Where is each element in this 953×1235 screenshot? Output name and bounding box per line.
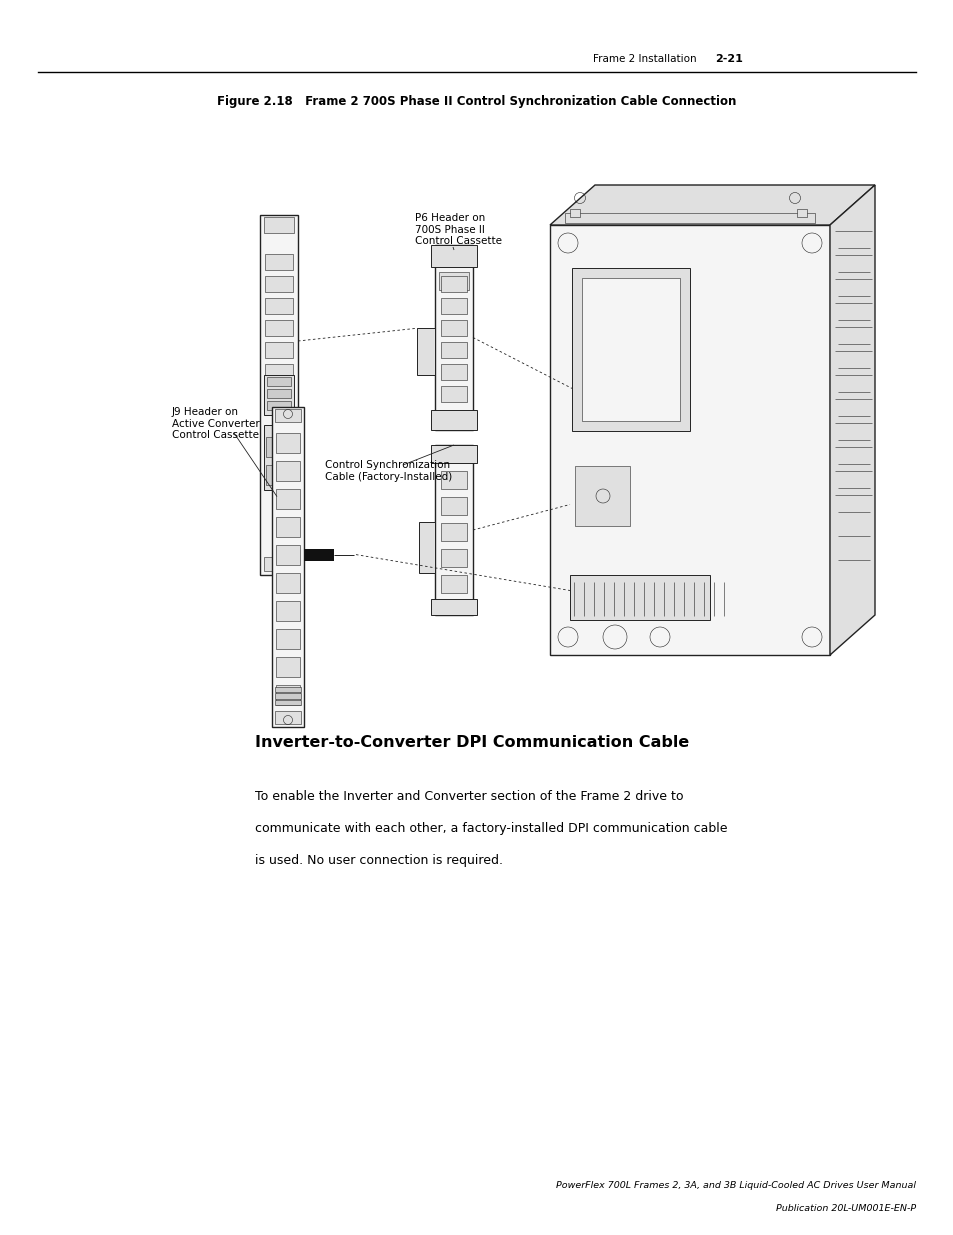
Bar (265, 254, 293, 270)
Text: P6 Header on
700S Phase II
Control Cassette: P6 Header on 700S Phase II Control Casse… (415, 212, 501, 246)
Polygon shape (550, 185, 874, 225)
Bar (550, 225, 829, 655)
Bar (569, 209, 579, 217)
Bar (581, 278, 679, 421)
Bar (440, 342, 467, 358)
Text: 2-21: 2-21 (715, 54, 742, 64)
Bar (272, 408, 304, 727)
Bar (267, 401, 291, 410)
Bar (275, 629, 299, 650)
Bar (440, 275, 467, 291)
Bar (564, 212, 814, 224)
Bar (264, 375, 294, 415)
Text: Publication 20L-UM001E-EN-P: Publication 20L-UM001E-EN-P (775, 1204, 915, 1213)
Bar (569, 576, 709, 620)
Text: J9 Header on
Active Converter
Control Cassette: J9 Header on Active Converter Control Ca… (172, 408, 259, 440)
Text: is used. No user connection is required.: is used. No user connection is required. (254, 853, 502, 867)
Bar (275, 685, 299, 705)
Text: Inverter-to-Converter DPI Communication Cable: Inverter-to-Converter DPI Communication … (254, 735, 688, 750)
Bar (264, 557, 294, 571)
Bar (796, 209, 806, 217)
Polygon shape (829, 185, 874, 655)
Bar (431, 599, 476, 615)
Bar (265, 298, 293, 314)
Bar (440, 550, 467, 567)
Bar (431, 445, 476, 463)
Bar (264, 217, 294, 233)
Bar (274, 700, 301, 705)
Bar (418, 521, 435, 573)
Bar (274, 687, 301, 692)
Bar (440, 387, 467, 403)
Text: communicate with each other, a factory-installed DPI communication cable: communicate with each other, a factory-i… (254, 823, 727, 835)
Bar (275, 573, 299, 593)
Bar (275, 461, 299, 480)
Bar (431, 245, 476, 267)
Text: To enable the Inverter and Converter section of the Frame 2 drive to: To enable the Inverter and Converter sec… (254, 790, 682, 803)
Bar (440, 298, 467, 314)
Text: Frame 2 Installation: Frame 2 Installation (592, 54, 696, 64)
Bar (267, 377, 291, 387)
Bar (275, 545, 299, 564)
Bar (264, 425, 294, 490)
Bar (416, 329, 435, 374)
Text: Figure 2.18   Frame 2 700S Phase II Control Synchronization Cable Connection: Figure 2.18 Frame 2 700S Phase II Contro… (217, 95, 736, 107)
Bar (265, 387, 293, 403)
Bar (435, 445, 473, 615)
Bar (275, 657, 299, 677)
Bar (274, 711, 301, 724)
Bar (275, 517, 299, 537)
Bar (265, 342, 293, 358)
Bar (265, 364, 293, 380)
Bar (275, 601, 299, 621)
Bar (265, 275, 293, 291)
Bar (265, 320, 293, 336)
Bar (440, 522, 467, 541)
Bar (431, 410, 476, 430)
Bar (267, 389, 291, 398)
Bar (260, 215, 297, 576)
Bar (275, 433, 299, 453)
Bar (438, 272, 469, 290)
Bar (304, 548, 334, 561)
Bar (440, 496, 467, 515)
Bar (275, 489, 299, 509)
Bar (575, 466, 629, 526)
Bar (266, 466, 292, 485)
Bar (572, 268, 689, 431)
Bar (440, 576, 467, 593)
Bar (274, 693, 301, 699)
Bar (440, 364, 467, 380)
Bar (435, 245, 473, 430)
Text: Control Synchronization
Cable (Factory-Installed): Control Synchronization Cable (Factory-I… (325, 459, 452, 482)
Bar (266, 437, 292, 457)
Bar (274, 409, 301, 422)
Bar (440, 320, 467, 336)
Text: PowerFlex 700L Frames 2, 3A, and 3B Liquid-Cooled AC Drives User Manual: PowerFlex 700L Frames 2, 3A, and 3B Liqu… (556, 1181, 915, 1191)
Bar (440, 471, 467, 489)
